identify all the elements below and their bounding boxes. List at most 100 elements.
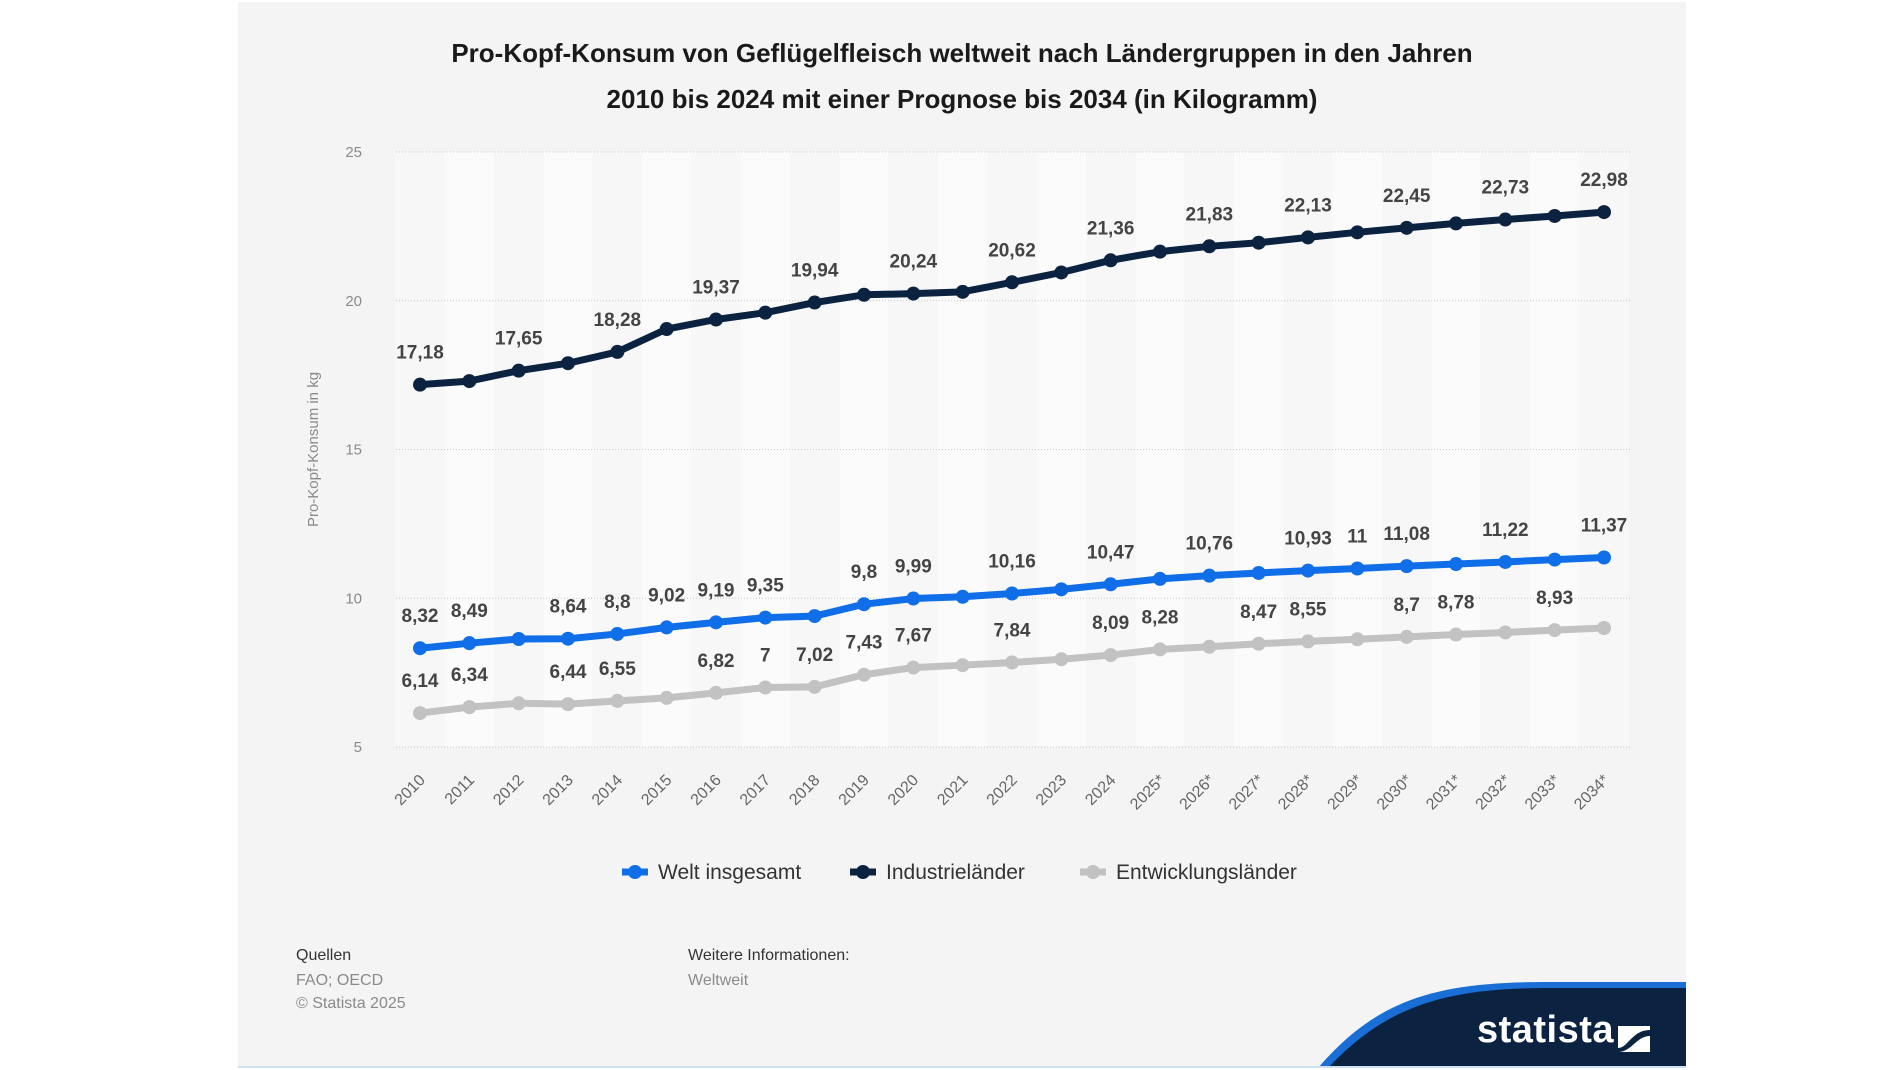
data-point [857, 597, 871, 612]
data-label: 6,55 [599, 659, 636, 680]
legend-item[interactable]: Industrieländer [850, 861, 1025, 884]
data-point [1547, 623, 1562, 638]
legend-marker-dot [856, 865, 870, 879]
data-label: 11 [1347, 527, 1368, 548]
data-point [1498, 625, 1513, 640]
x-tick-label: 2015 [638, 772, 675, 809]
legend-item[interactable]: Welt insgesamt [622, 861, 801, 884]
x-tick-label: 2013 [540, 772, 577, 809]
data-point [659, 690, 674, 705]
data-point [955, 589, 970, 604]
data-label: 22,98 [1580, 170, 1628, 191]
data-label: 9,19 [698, 580, 735, 601]
y-tick-label: 10 [345, 590, 362, 607]
data-point [1301, 563, 1315, 578]
legend-label: Industrieländer [886, 861, 1025, 884]
data-point [807, 679, 822, 694]
x-tick-label: 2028* [1275, 772, 1317, 814]
column-band [888, 152, 938, 747]
data-point [906, 286, 921, 301]
data-point [610, 344, 625, 359]
data-point [511, 696, 526, 711]
data-point [955, 284, 970, 299]
data-point [659, 322, 674, 337]
x-tick-label: 2021 [934, 772, 971, 809]
x-tick-label: 2027* [1226, 772, 1268, 814]
data-point [857, 287, 871, 302]
column-band [494, 152, 544, 747]
x-tick-label: 2022 [984, 772, 1021, 809]
data-label: 9,02 [648, 585, 685, 606]
x-tick-label: 2030* [1374, 772, 1416, 814]
data-label: 8,8 [604, 592, 630, 613]
data-point [758, 680, 773, 695]
data-label: 7,43 [846, 633, 883, 654]
data-point [1103, 577, 1118, 592]
data-point [659, 620, 674, 635]
data-point [857, 667, 871, 682]
data-label: 19,37 [692, 277, 740, 298]
data-label: 21,36 [1087, 218, 1135, 239]
data-label: 7,02 [796, 645, 833, 666]
data-label: 22,13 [1284, 195, 1332, 216]
x-tick-label: 2016 [688, 772, 725, 809]
data-point [1498, 554, 1513, 569]
data-label: 10,93 [1284, 529, 1332, 550]
data-point [1054, 652, 1069, 667]
data-point [1054, 265, 1069, 280]
sources-heading: Quellen [296, 947, 352, 964]
x-tick-label: 2025* [1127, 772, 1169, 814]
data-point [511, 632, 526, 647]
data-point [955, 658, 970, 673]
line-chart: 5 10 15 20 25 Pro-Kopf-Konsum in kg 2010 2011 20… [305, 144, 1630, 884]
y-tick-label: 5 [354, 739, 362, 756]
more-info-text: Weltweit [688, 972, 749, 989]
x-tick-label: 2017 [737, 772, 774, 809]
data-point [610, 693, 625, 708]
data-label: 7,84 [994, 621, 1031, 642]
data-label: 9,8 [851, 562, 877, 583]
x-tick-label: 2023 [1033, 772, 1070, 809]
statista-logo[interactable]: statista [1476, 1009, 1614, 1051]
column-band [543, 152, 593, 747]
data-point [1301, 634, 1315, 649]
data-label: 6,14 [402, 671, 439, 692]
data-label: 20,62 [988, 240, 1036, 261]
data-point [1399, 559, 1414, 574]
data-point [1054, 582, 1069, 597]
data-label: 10,76 [1186, 534, 1234, 555]
data-label: 8,09 [1092, 613, 1129, 634]
data-label: 20,24 [890, 252, 938, 273]
data-point [1103, 648, 1118, 663]
data-point [1202, 568, 1217, 583]
data-point [709, 615, 723, 630]
data-point [1005, 655, 1019, 670]
data-point [1399, 220, 1414, 235]
statista-logo-icon [1618, 1026, 1650, 1052]
y-axis-title: Pro-Kopf-Konsum in kg [305, 372, 322, 527]
x-tick-label: 2024 [1082, 772, 1119, 809]
data-label: 7 [760, 646, 771, 667]
data-point [709, 685, 723, 700]
x-tick-label: 2034* [1571, 772, 1613, 814]
data-point [511, 363, 526, 378]
data-point [906, 591, 921, 606]
sources-text[interactable]: FAO; OECD [296, 972, 384, 989]
chart-card: Pro-Kopf-Konsum von Geflügelfleisch welt… [238, 2, 1686, 1068]
data-label: 8,32 [402, 606, 439, 627]
data-point [758, 305, 773, 320]
legend-item[interactable]: Entwicklungsländer [1080, 861, 1297, 884]
y-tick-label: 20 [345, 293, 362, 310]
data-label: 17,18 [396, 343, 444, 364]
x-tick-label: 2033* [1522, 772, 1564, 814]
data-label: 8,7 [1393, 595, 1419, 616]
data-label: 6,34 [451, 665, 488, 686]
data-label: 9,99 [895, 557, 932, 578]
data-label: 6,44 [550, 662, 587, 683]
data-point [1153, 571, 1167, 586]
x-tick-label: 2020 [885, 772, 922, 809]
data-label: 10,47 [1087, 542, 1135, 563]
data-label: 8,78 [1438, 593, 1475, 614]
series-1: 17,18 17,65 18,28 19,37 19,94 20,24 20,62 21,36… [396, 170, 1628, 392]
y-tick-label: 15 [345, 442, 362, 459]
